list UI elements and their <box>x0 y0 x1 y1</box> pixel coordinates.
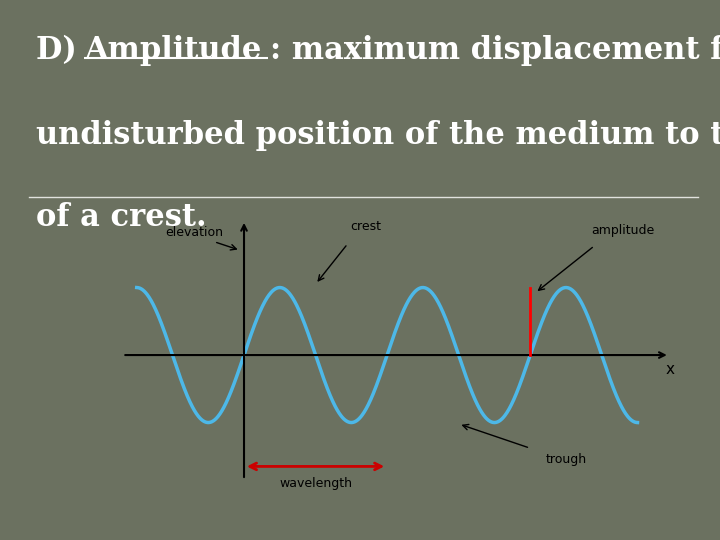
Text: : maximum displacement from the: : maximum displacement from the <box>270 35 720 66</box>
Text: Amplitude: Amplitude <box>84 35 261 66</box>
Text: undisturbed position of the medium to the top: undisturbed position of the medium to th… <box>36 120 720 151</box>
Text: x: x <box>665 362 674 377</box>
Text: wavelength: wavelength <box>279 477 352 490</box>
Text: of a crest.: of a crest. <box>36 202 207 233</box>
Text: amplitude: amplitude <box>592 224 654 237</box>
Text: elevation: elevation <box>165 226 223 239</box>
Text: trough: trough <box>545 453 587 466</box>
Text: crest: crest <box>350 220 381 233</box>
Text: D): D) <box>36 35 87 66</box>
